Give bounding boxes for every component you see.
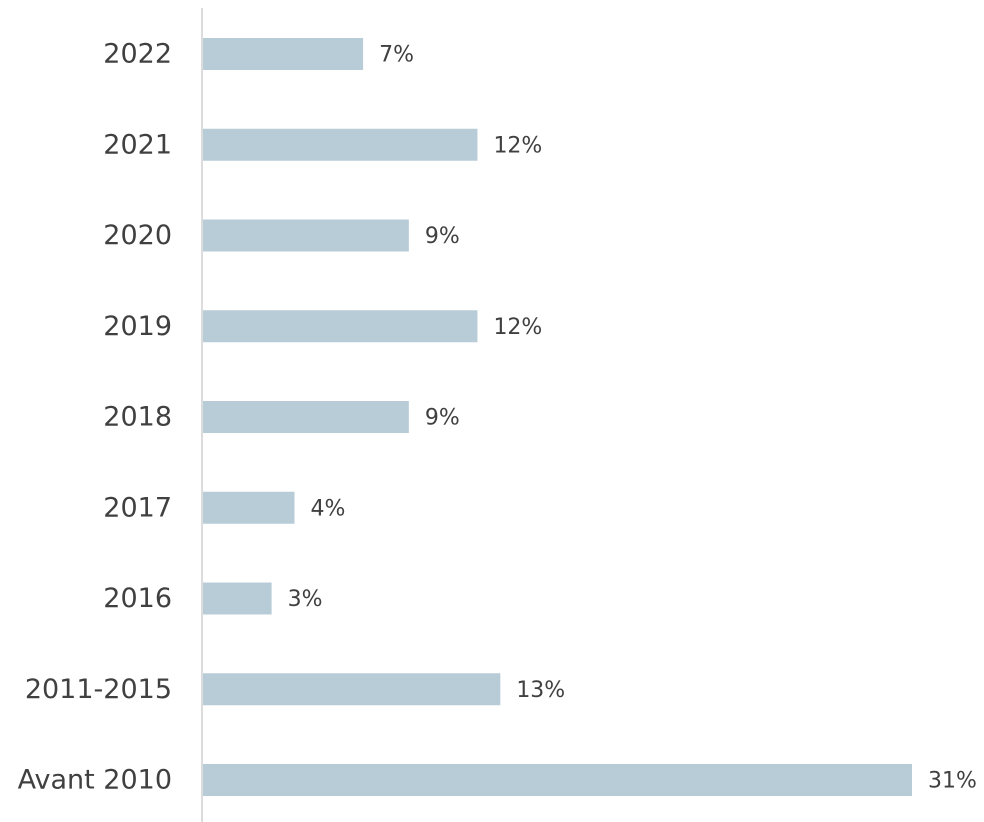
bar-2011-2015 — [203, 673, 501, 706]
category-label: 2011-2015 — [25, 674, 172, 705]
bar-2022 — [203, 38, 364, 70]
value-label: 9% — [425, 224, 460, 249]
bar-2019 — [203, 310, 478, 343]
bars-group — [203, 38, 912, 796]
bar-avant-2010 — [203, 764, 912, 796]
category-label: Avant 2010 — [18, 765, 172, 796]
value-labels-group: 7% 12% 9% 12% 9% 4% 3% 13% 31% — [288, 43, 977, 794]
value-label: 13% — [516, 678, 565, 703]
value-label: 12% — [493, 133, 542, 158]
value-label: 3% — [288, 587, 323, 612]
category-label: 2019 — [103, 311, 172, 342]
bar-2016 — [203, 582, 272, 615]
value-label: 31% — [928, 769, 977, 794]
value-label: 9% — [425, 406, 460, 431]
bar-2020 — [203, 219, 409, 252]
value-label: 12% — [493, 315, 542, 340]
category-label: 2022 — [103, 39, 172, 70]
category-label: 2017 — [103, 492, 172, 523]
category-label: 2020 — [103, 220, 172, 251]
bar-2021 — [203, 128, 478, 161]
bar-2018 — [203, 401, 409, 433]
value-label: 7% — [379, 43, 414, 68]
category-labels-group: 2022 2021 2020 2019 2018 2017 2016 2011-2015 Ava… — [18, 39, 172, 796]
value-label: 4% — [310, 496, 345, 521]
category-label: 2016 — [103, 583, 172, 614]
category-label: 2021 — [103, 129, 172, 160]
bar-2017 — [203, 491, 295, 524]
category-label: 2018 — [103, 402, 172, 433]
